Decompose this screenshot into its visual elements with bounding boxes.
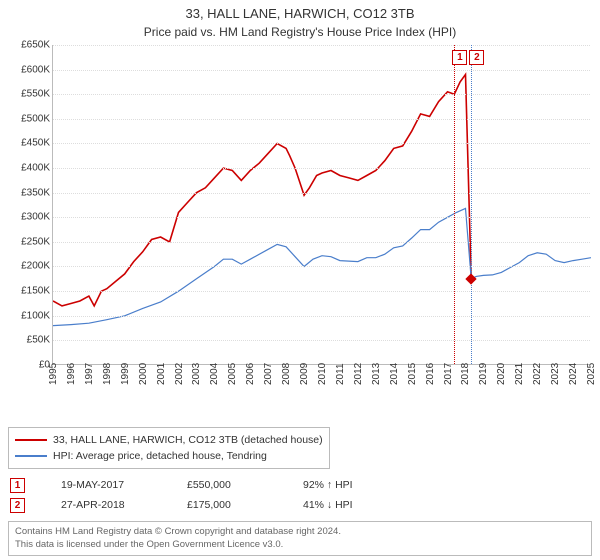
y-tick-label: £50K	[27, 335, 50, 346]
gridline	[53, 340, 590, 341]
chart-container: 33, HALL LANE, HARWICH, CO12 3TB Price p…	[0, 0, 600, 560]
x-tick-label: 2018	[460, 363, 471, 385]
legend-row: 33, HALL LANE, HARWICH, CO12 3TB (detach…	[15, 432, 323, 448]
gridline	[53, 119, 590, 120]
callout-marker: 1	[452, 50, 467, 65]
x-tick-label: 2023	[550, 363, 561, 385]
transaction-price: £175,000	[187, 499, 267, 511]
x-tick-label: 1995	[48, 363, 59, 385]
callout-marker: 2	[469, 50, 484, 65]
x-tick-label: 2005	[227, 363, 238, 385]
x-tick-label: 2008	[281, 363, 292, 385]
attribution-line: Contains HM Land Registry data © Crown c…	[15, 526, 585, 538]
transaction-row: 2 27-APR-2018 £175,000 41% ↓ HPI	[8, 495, 592, 515]
x-tick-label: 2015	[407, 363, 418, 385]
gridline	[53, 143, 590, 144]
gridline	[53, 316, 590, 317]
gridline	[53, 217, 590, 218]
series-svg	[53, 45, 591, 365]
x-tick-label: 2025	[586, 363, 597, 385]
gridline	[53, 193, 590, 194]
legend-row: HPI: Average price, detached house, Tend…	[15, 448, 323, 464]
gridline	[53, 242, 590, 243]
y-axis: £0£50K£100K£150K£200K£250K£300K£350K£400…	[8, 45, 52, 365]
y-tick-label: £550K	[21, 89, 50, 100]
x-tick-label: 2020	[496, 363, 507, 385]
x-tick-label: 2012	[353, 363, 364, 385]
gridline	[53, 70, 590, 71]
x-tick-label: 2006	[245, 363, 256, 385]
y-tick-label: £100K	[21, 310, 50, 321]
y-tick-label: £350K	[21, 187, 50, 198]
x-tick-label: 1999	[120, 363, 131, 385]
y-tick-label: £600K	[21, 64, 50, 75]
x-tick-label: 2000	[138, 363, 149, 385]
gridline	[53, 168, 590, 169]
legend-swatch	[15, 439, 47, 441]
y-tick-label: £450K	[21, 138, 50, 149]
transaction-row: 1 19-MAY-2017 £550,000 92% ↑ HPI	[8, 475, 592, 495]
x-tick-label: 2021	[514, 363, 525, 385]
x-tick-label: 2001	[156, 363, 167, 385]
x-tick-label: 2013	[371, 363, 382, 385]
chart-area: £0£50K£100K£150K£200K£250K£300K£350K£400…	[8, 45, 592, 381]
x-tick-label: 1997	[84, 363, 95, 385]
y-tick-label: £400K	[21, 162, 50, 173]
gridline	[53, 291, 590, 292]
y-tick-label: £250K	[21, 236, 50, 247]
transaction-price: £550,000	[187, 479, 267, 491]
x-tick-label: 2016	[425, 363, 436, 385]
y-tick-label: £300K	[21, 212, 50, 223]
x-tick-label: 2002	[174, 363, 185, 385]
x-axis: 1995199619971998199920002001200220032004…	[52, 365, 590, 405]
x-tick-label: 2017	[443, 363, 454, 385]
x-tick-label: 2024	[568, 363, 579, 385]
gridline	[53, 45, 590, 46]
subtitle: Price paid vs. HM Land Registry's House …	[8, 25, 592, 39]
legend-label: HPI: Average price, detached house, Tend…	[53, 450, 267, 462]
callout-vline	[471, 45, 472, 364]
legend-swatch	[15, 455, 47, 457]
x-tick-label: 2011	[335, 363, 346, 385]
y-tick-label: £500K	[21, 113, 50, 124]
x-tick-label: 1996	[66, 363, 77, 385]
transaction-pct: 41% ↓ HPI	[303, 499, 353, 511]
callout-vline	[454, 45, 455, 364]
x-tick-label: 2014	[389, 363, 400, 385]
x-tick-label: 2010	[317, 363, 328, 385]
gridline	[53, 266, 590, 267]
page-title: 33, HALL LANE, HARWICH, CO12 3TB	[8, 6, 592, 23]
plot-area: 12	[52, 45, 590, 365]
legend-label: 33, HALL LANE, HARWICH, CO12 3TB (detach…	[53, 434, 323, 446]
transaction-date: 27-APR-2018	[61, 499, 151, 511]
transaction-date: 19-MAY-2017	[61, 479, 151, 491]
x-tick-label: 2003	[191, 363, 202, 385]
transaction-marker: 2	[10, 498, 25, 513]
attribution-line: This data is licensed under the Open Gov…	[15, 539, 585, 551]
transaction-pct: 92% ↑ HPI	[303, 479, 353, 491]
x-tick-label: 2007	[263, 363, 274, 385]
x-tick-label: 2004	[209, 363, 220, 385]
y-tick-label: £650K	[21, 39, 50, 50]
attribution: Contains HM Land Registry data © Crown c…	[8, 521, 592, 556]
x-tick-label: 2009	[299, 363, 310, 385]
y-tick-label: £150K	[21, 286, 50, 297]
transactions-table: 1 19-MAY-2017 £550,000 92% ↑ HPI 2 27-APR-201…	[8, 475, 592, 515]
x-tick-label: 2022	[532, 363, 543, 385]
series-line	[53, 74, 471, 305]
x-tick-label: 2019	[478, 363, 489, 385]
y-tick-label: £200K	[21, 261, 50, 272]
transaction-marker: 1	[10, 478, 25, 493]
gridline	[53, 94, 590, 95]
legend: 33, HALL LANE, HARWICH, CO12 3TB (detach…	[8, 427, 330, 469]
x-tick-label: 1998	[102, 363, 113, 385]
callout-boxes: 12	[452, 50, 484, 65]
